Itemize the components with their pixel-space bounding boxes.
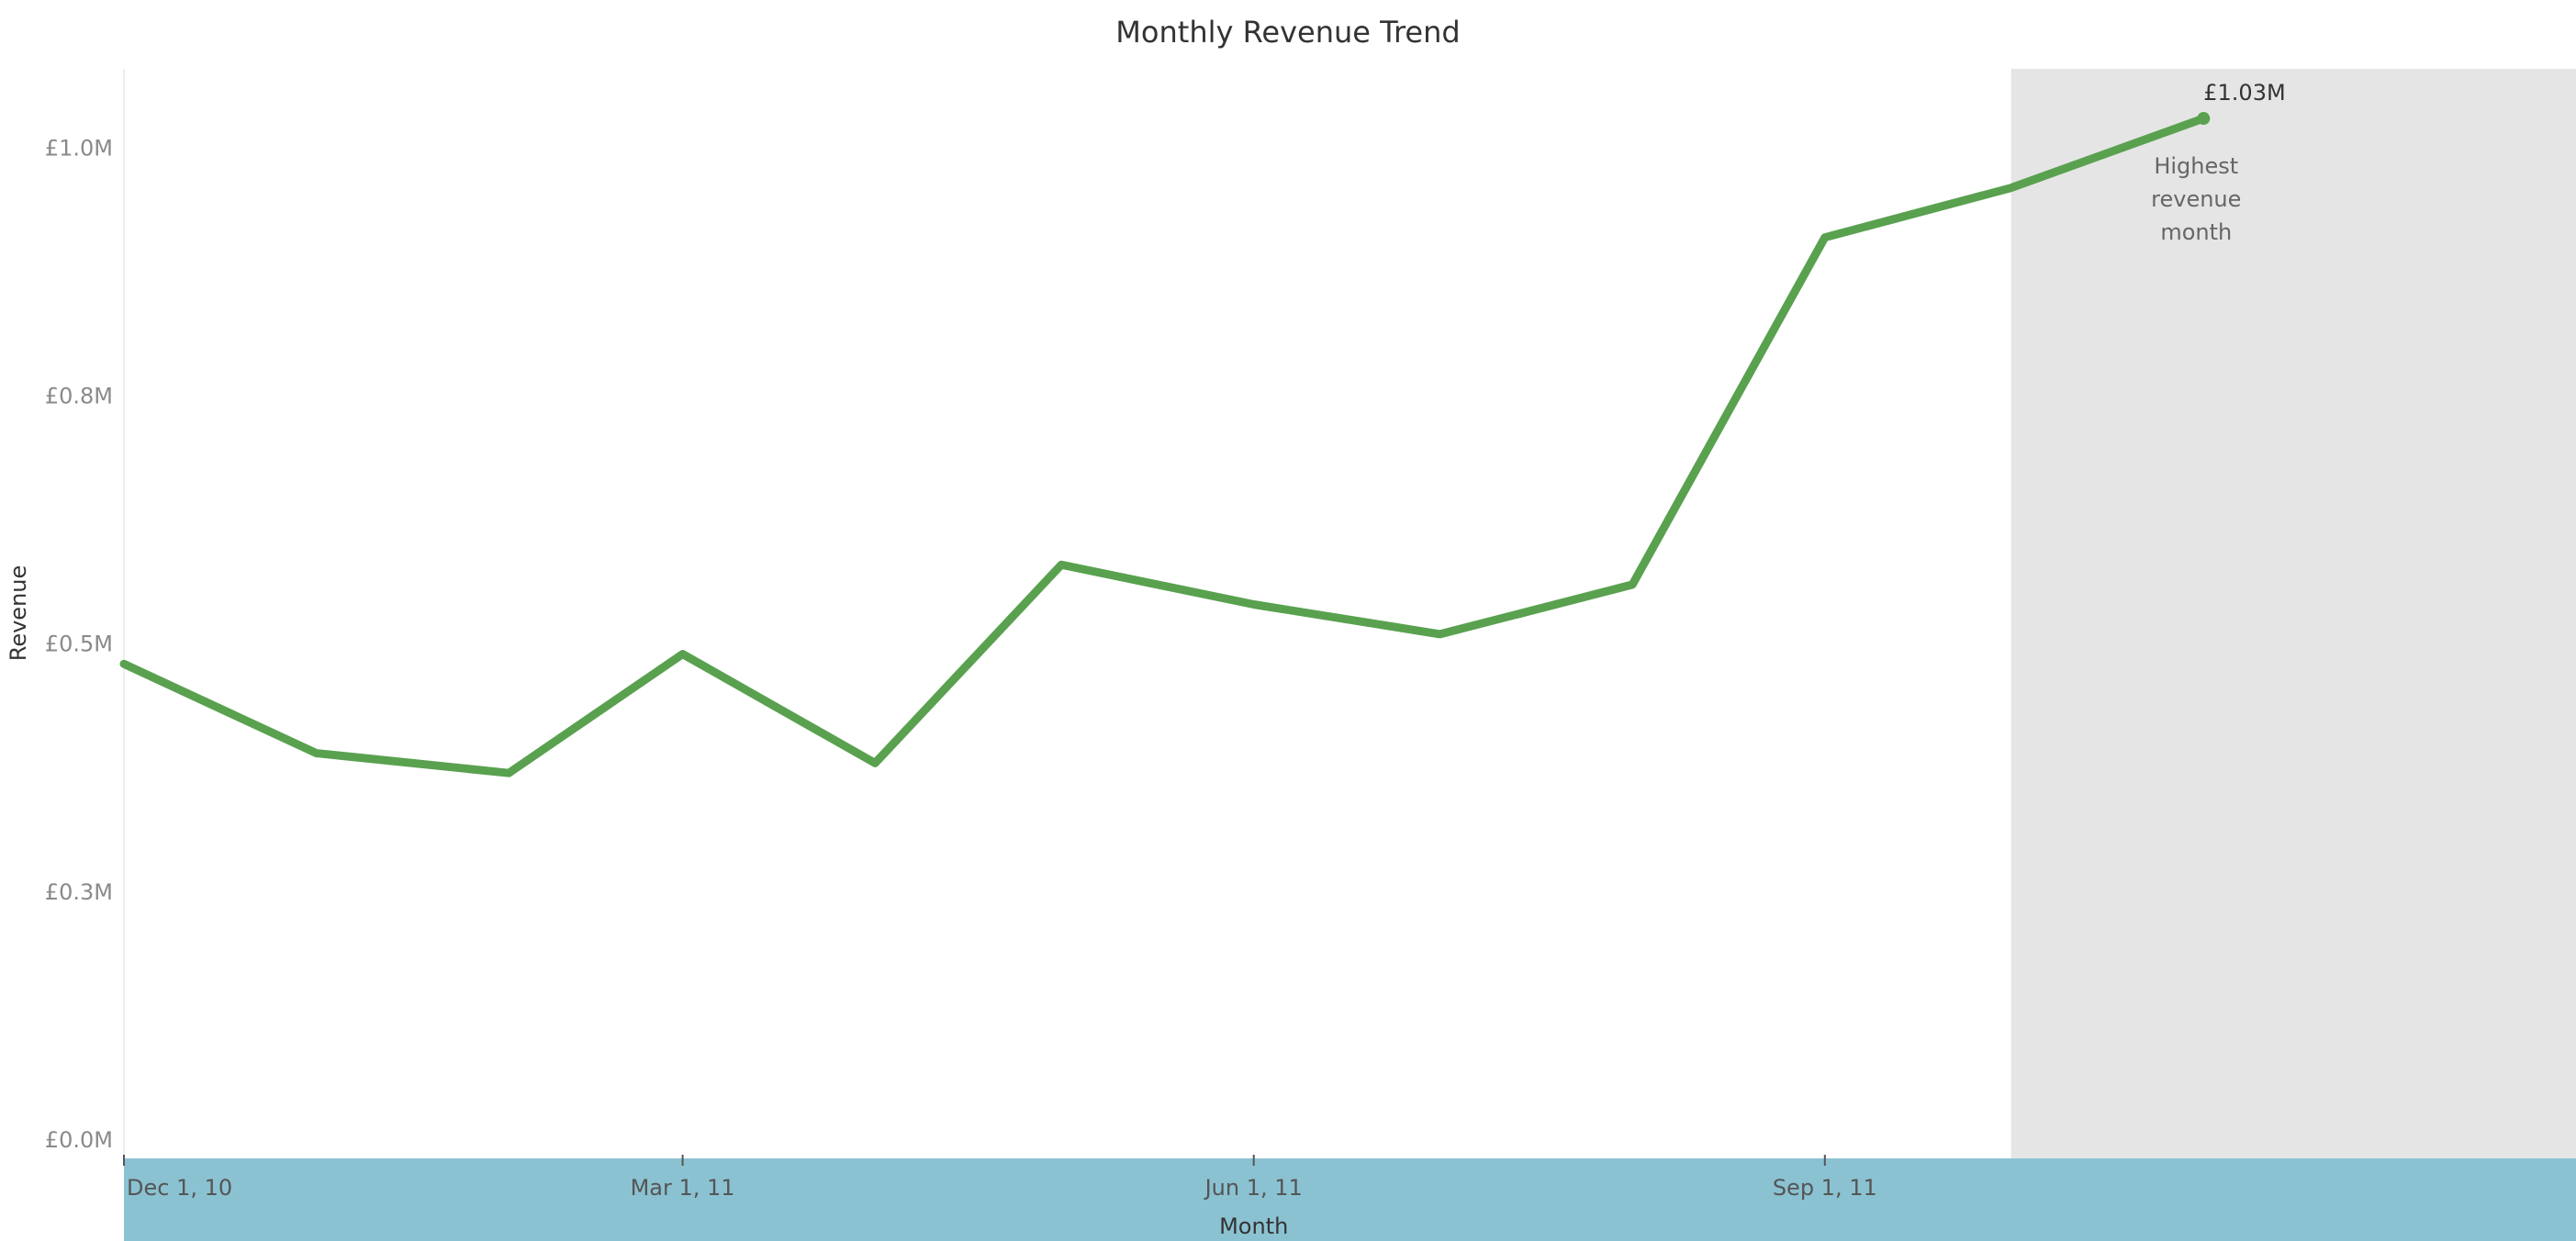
data-point (1629, 581, 1636, 588)
peak-point (2197, 112, 2211, 126)
x-axis-title: Month (1219, 1213, 1288, 1239)
x-axis-ticks: Dec 1, 10 Mar 1, 11 Jun 1, 11 Sep 1, 11 (123, 1155, 1877, 1201)
x-tick-label: Sep 1, 11 (1773, 1175, 1877, 1201)
data-point (505, 769, 512, 777)
series-points (120, 112, 2211, 777)
x-axis-band (124, 1158, 2576, 1241)
data-point (120, 660, 128, 667)
data-point (679, 651, 687, 658)
data-point (1058, 561, 1065, 568)
annotation-line: month (2160, 219, 2232, 245)
annotation-line: Highest (2154, 153, 2238, 179)
chart-title: Monthly Revenue Trend (1115, 15, 1460, 50)
x-tick-label: Dec 1, 10 (127, 1175, 232, 1201)
annotation-line: revenue (2151, 186, 2241, 212)
y-tick-label: £0.0M (45, 1127, 113, 1153)
data-point (1437, 631, 1444, 638)
data-point (1821, 234, 1829, 241)
x-tick-label: Jun 1, 11 (1204, 1175, 1303, 1201)
y-axis-title: Revenue (6, 565, 31, 662)
revenue-series-line (119, 114, 2208, 777)
highlight-band (2010, 69, 2576, 1158)
data-point (1250, 601, 1258, 609)
y-tick-label: £0.5M (45, 632, 113, 657)
data-point (2008, 184, 2015, 192)
y-tick-label: £0.8M (45, 384, 113, 409)
peak-value-label: £1.03M (2203, 80, 2285, 106)
y-tick-label: £0.3M (45, 879, 113, 905)
data-point (313, 750, 320, 757)
y-axis-ticks: £0.0M £0.3M £0.5M £0.8M £1.0M (45, 135, 113, 1153)
x-tick-label: Mar 1, 11 (631, 1175, 735, 1201)
data-point (871, 759, 879, 766)
peak-annotation-text: Highest revenue month (2151, 153, 2241, 245)
y-tick-label: £1.0M (45, 135, 113, 161)
